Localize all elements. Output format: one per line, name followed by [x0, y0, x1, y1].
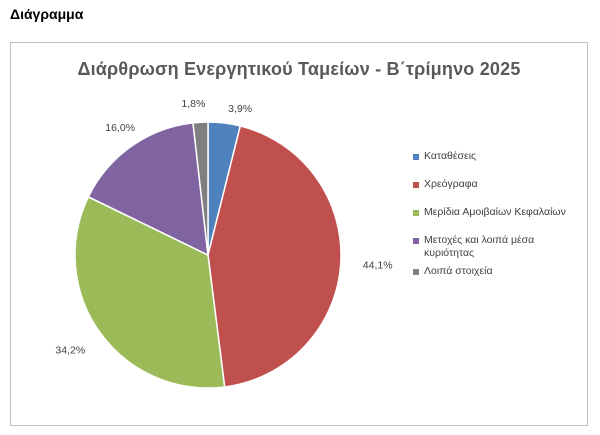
pie-slice-3: [74, 195, 226, 389]
legend-swatch-5: [413, 269, 419, 275]
pie-slice-4: [87, 122, 209, 257]
chart-title: Διάρθρωση Ενεργητικού Ταμείων - Β΄τρίμην…: [77, 59, 521, 79]
pie-chart: 3,9% 44,1% 34,2% 16,0% 1,8%: [55, 98, 393, 389]
data-label-3: 34,2%: [55, 344, 85, 356]
section-heading: Διάγραμμα: [10, 6, 84, 22]
legend-swatch-3: [413, 210, 419, 216]
legend-label-4: Μετοχές και λοιπά μέσα κυριότητας: [424, 234, 535, 259]
data-label-5: 1,8%: [181, 98, 205, 110]
chart-container: Διάρθρωση Ενεργητικού Ταμείων - Β΄τρίμην…: [10, 42, 588, 426]
legend-swatch-4: [413, 238, 419, 244]
legend-label-5: Λοιπά στοιχεία: [424, 265, 493, 277]
pie-slice-5: [192, 121, 209, 256]
legend-label-2: Χρεόγραφα: [424, 178, 478, 190]
pie-slice-2: [207, 125, 342, 388]
chart-legend: Καταθέσεις Χρεόγραφα Μερίδια Αμοιβαίων Κεφ…: [413, 150, 583, 293]
legend-item-4: Μετοχές και λοιπά μέσα κυριότητας: [413, 234, 583, 260]
legend-swatch-2: [413, 182, 419, 188]
legend-label-1: Καταθέσεις: [424, 150, 477, 162]
legend-item-2: Χρεόγραφα: [413, 178, 583, 191]
legend-item-1: Καταθέσεις: [413, 150, 583, 163]
legend-item-5: Λοιπά στοιχεία: [413, 265, 583, 278]
legend-item-3: Μερίδια Αμοιβαίων Κεφαλαίων: [413, 206, 583, 219]
data-label-1: 3,9%: [228, 103, 252, 115]
data-label-4: 16,0%: [105, 122, 135, 134]
legend-swatch-1: [413, 154, 419, 160]
data-label-2: 44,1%: [363, 260, 393, 272]
legend-label-3: Μερίδια Αμοιβαίων Κεφαλαίων: [424, 206, 566, 218]
